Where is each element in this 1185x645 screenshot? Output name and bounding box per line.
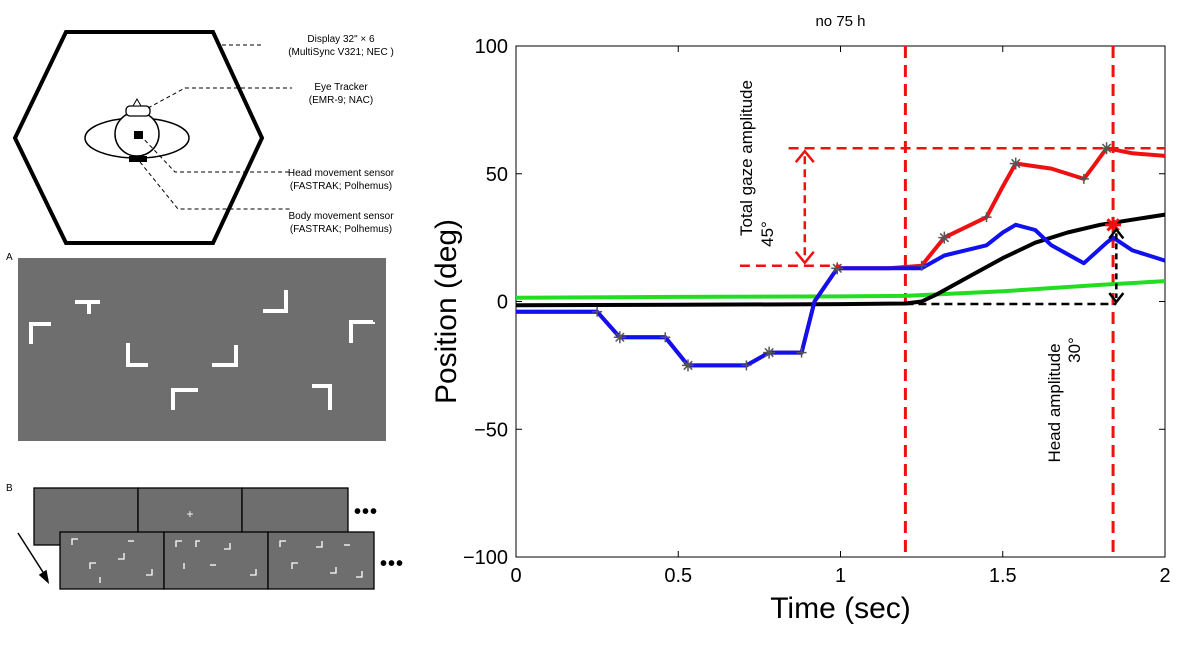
stimulus-screen [18, 258, 386, 441]
x-axis-label: Time (sec) [770, 592, 911, 625]
display-model: (MultiSync V321; NEC ) [288, 47, 394, 58]
x-tick-label: 1.5 [989, 565, 1017, 587]
gaze-amplitude-label: Total gaze amplitude [737, 80, 756, 236]
annotations [739, 146, 1165, 306]
plus-marker [981, 212, 992, 223]
chart-svg: 0 0.5 1 1.5 2 −100 −50 0 50 100 no 75 h Time (sec… [430, 13, 1171, 625]
series-line-black [515, 212, 1166, 308]
gaze-arrow-down [794, 250, 815, 265]
data-markers [592, 142, 1122, 372]
x-tick-label: 1 [835, 565, 846, 587]
eye-tracker-model: (EMR-9; NAC) [308, 95, 374, 106]
series-lines [515, 146, 1166, 368]
plus-marker [796, 347, 807, 358]
asterisk-marker [1009, 157, 1022, 170]
asterisk-marker [763, 346, 776, 359]
x-tick-label: 2 [1159, 565, 1170, 587]
stimulus-items [29, 290, 375, 410]
setup-diagram [12, 30, 292, 245]
event-lines [903, 46, 1115, 557]
panel-a-stimulus [18, 258, 386, 441]
plus-marker [1078, 173, 1089, 184]
series-line-blue [516, 222, 1166, 368]
y-tick-label: 50 [486, 164, 508, 186]
head-sensor-label: Head movement sensor [287, 168, 395, 179]
panel-b-sequence [17, 487, 375, 590]
ellipsis-top: ••• [354, 501, 379, 523]
gaze-arrow-up [794, 149, 815, 163]
frame-4 [59, 531, 165, 590]
asterisk-marker [938, 231, 951, 244]
axis-ticks: 0 0.5 1 1.5 2 −100 −50 0 50 100 [463, 36, 1171, 587]
x-tick-label: 0.5 [664, 565, 692, 587]
plus-marker [741, 360, 752, 371]
plus-marker [592, 306, 603, 317]
body-sensor-label: Body movement sensor [288, 211, 394, 222]
eye-tracker-label: Eye Tracker [314, 82, 368, 93]
y-axis-label: Position (deg) [430, 219, 463, 404]
panel-b-letter: B [6, 483, 13, 494]
mini-items [71, 538, 363, 583]
asterisk-marker [1100, 142, 1113, 155]
y-tick-label: 100 [475, 36, 508, 58]
asterisk-marker [681, 359, 694, 372]
ellipsis-bottom: ••• [380, 553, 405, 575]
sequence-arrow [17, 532, 50, 584]
series-line-green [515, 279, 1166, 300]
head-amplitude-value: 30° [1065, 337, 1084, 363]
chart-title: no 75 h [815, 13, 865, 30]
body-sensor-bar [129, 156, 147, 162]
body-sensor-model: (FASTRAK; Polhemus) [289, 224, 393, 235]
head-arrow-up [1108, 227, 1125, 240]
leader-lines [139, 44, 292, 210]
fixation-cross: + [186, 507, 194, 521]
position-chart: 0 0.5 1 1.5 2 −100 −50 0 50 100 no 75 h Time (sec… [420, 0, 1185, 640]
plus-marker [660, 332, 671, 343]
eye-tracker-device [125, 105, 151, 117]
asterisk-marker [613, 331, 626, 344]
display-label: Display 32" × 6 [307, 34, 375, 45]
head-sensor-square [134, 131, 143, 139]
gaze-amplitude-value: 45° [758, 221, 777, 247]
head-sensor-model: (FASTRAK; Polhemus) [289, 181, 393, 192]
setup-figure: Display 32" × 6 (MultiSync V321; NEC ) E… [0, 0, 420, 640]
y-tick-label: 0 [497, 292, 508, 314]
x-tick-label: 0 [510, 565, 521, 587]
y-tick-label: −50 [474, 419, 508, 441]
plus-marker [916, 260, 927, 271]
head-amplitude-label: Head amplitude [1045, 343, 1064, 462]
panel-a-letter: A [6, 252, 13, 263]
plot-frame [515, 45, 1166, 558]
head-arrow-down [1108, 292, 1125, 305]
y-tick-label: −100 [463, 547, 508, 569]
nose-marker [132, 97, 142, 107]
hexagon-display-arena [12, 30, 265, 245]
